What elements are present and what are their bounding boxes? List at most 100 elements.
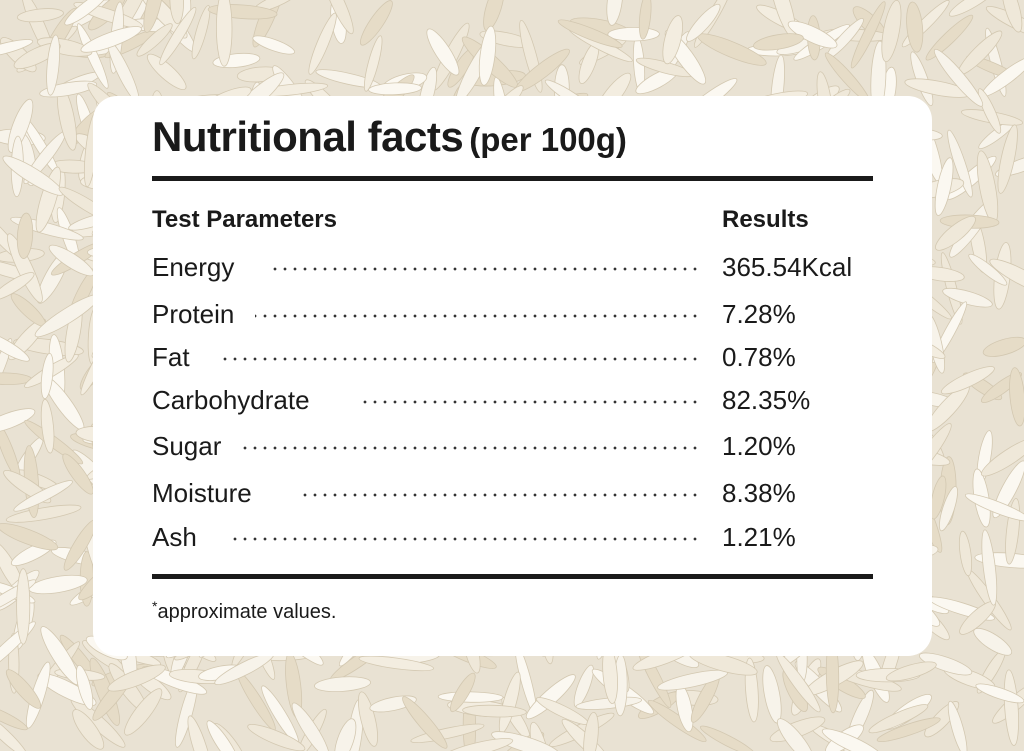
rice-grain — [868, 704, 929, 734]
rice-grain — [358, 655, 434, 672]
rice-grain — [980, 437, 1024, 477]
rice-grain — [947, 700, 968, 751]
rice-grain — [7, 98, 34, 153]
rice-grain — [77, 23, 109, 89]
rice-grain — [606, 0, 624, 26]
rice-grain — [776, 718, 815, 751]
rice-grain — [46, 34, 61, 96]
rice-grain — [76, 664, 94, 710]
rice-grain — [136, 23, 173, 57]
table-row: Moisture 8.38% — [152, 478, 873, 508]
rice-grain — [753, 33, 804, 51]
rice-grain — [13, 42, 61, 70]
rice-grain — [39, 80, 98, 98]
rice-grain — [977, 88, 1002, 134]
row-parameter: Energy — [152, 252, 235, 282]
table-row: Fat 0.78% — [152, 342, 873, 372]
rice-grain — [360, 0, 393, 46]
row-result: 0.78% — [722, 342, 796, 372]
row-result: 82.35% — [722, 385, 811, 415]
rice-grain — [363, 35, 383, 92]
rice-grain — [5, 669, 42, 709]
title-main: Nutritional facts — [152, 113, 464, 160]
row-parameter: Moisture — [152, 478, 252, 508]
rice-grain — [934, 157, 954, 216]
rice-grain — [933, 48, 984, 107]
top-divider — [152, 176, 873, 181]
rice-grain — [940, 366, 995, 395]
rice-grain — [143, 0, 164, 33]
rice-grain — [72, 709, 105, 750]
rice-grain — [638, 0, 652, 40]
rice-grain — [13, 480, 73, 512]
rice-grain — [206, 720, 240, 751]
rice-grain — [5, 504, 82, 523]
rice-grain — [0, 330, 30, 362]
rice-grain — [16, 8, 64, 23]
bottom-divider — [152, 574, 873, 579]
rice-grain — [0, 523, 59, 551]
rice-grain — [906, 1, 924, 53]
rice-grain — [40, 398, 55, 454]
title-subtitle: (per 100g) — [469, 121, 627, 158]
dot-leader — [272, 267, 700, 271]
rice-grain — [930, 475, 947, 520]
rice-grain — [247, 724, 306, 751]
rice-grain — [80, 26, 142, 53]
rice-grain — [0, 703, 28, 731]
footnote-text: approximate values. — [157, 601, 337, 623]
rice-grain — [989, 258, 1024, 296]
rice-grain — [557, 19, 623, 48]
rice-grain — [925, 14, 974, 61]
rice-grain — [159, 7, 197, 66]
rice-grain — [252, 35, 296, 55]
rice-grain — [981, 529, 998, 606]
rice-grain — [939, 485, 958, 532]
rice-grain — [462, 704, 527, 718]
rice-grain — [948, 0, 997, 17]
row-parameter: Carbohydrate — [152, 385, 310, 415]
dot-leader — [230, 537, 700, 541]
row-parameter: Protein — [152, 299, 235, 329]
rice-grain — [876, 717, 941, 743]
rice-grain — [1009, 367, 1024, 427]
rice-grain — [964, 493, 1024, 522]
table-row: Energy 365.54Kcal — [152, 252, 873, 282]
rice-grain — [308, 12, 337, 75]
row-result: 1.21% — [722, 522, 796, 552]
rice-grain — [426, 28, 460, 76]
rice-grain — [662, 15, 683, 65]
rice-grain — [607, 26, 660, 42]
rice-grain — [64, 0, 110, 26]
rice-grain — [699, 725, 756, 751]
rice-grain — [762, 665, 782, 724]
row-result: 7.28% — [722, 299, 796, 329]
page-title: Nutritional facts (per 100g) — [152, 116, 627, 158]
rice-grain — [958, 530, 973, 577]
row-result: 365.54Kcal — [722, 252, 853, 282]
rice-grain — [450, 672, 476, 713]
rice-grain — [881, 0, 902, 63]
header-test-parameters: Test Parameters — [152, 206, 337, 233]
footnote-mark: * — [152, 598, 158, 614]
rice-grain — [191, 5, 211, 60]
row-result: 1.20% — [722, 431, 796, 461]
rice-grain — [169, 0, 184, 25]
rice-grain — [935, 215, 976, 251]
rice-grain — [291, 702, 330, 751]
rice-grain — [62, 453, 94, 495]
rice-grain — [40, 352, 54, 400]
rice-grain — [124, 688, 163, 736]
rice-grain — [850, 1, 886, 69]
rice-grain — [982, 336, 1024, 357]
nutrition-card: Nutritional facts (per 100g) Test Paramet… — [93, 96, 932, 656]
rice-grain — [314, 676, 371, 693]
rice-grain — [997, 124, 1018, 194]
table-row: Protein 7.28% — [152, 299, 873, 329]
rice-grain — [402, 696, 448, 749]
rice-grain — [368, 82, 422, 96]
rice-grain — [0, 272, 35, 301]
table-row: Sugar 1.20% — [152, 431, 873, 461]
footnote: *approximate values. — [152, 598, 336, 624]
rice-grain — [358, 691, 378, 747]
